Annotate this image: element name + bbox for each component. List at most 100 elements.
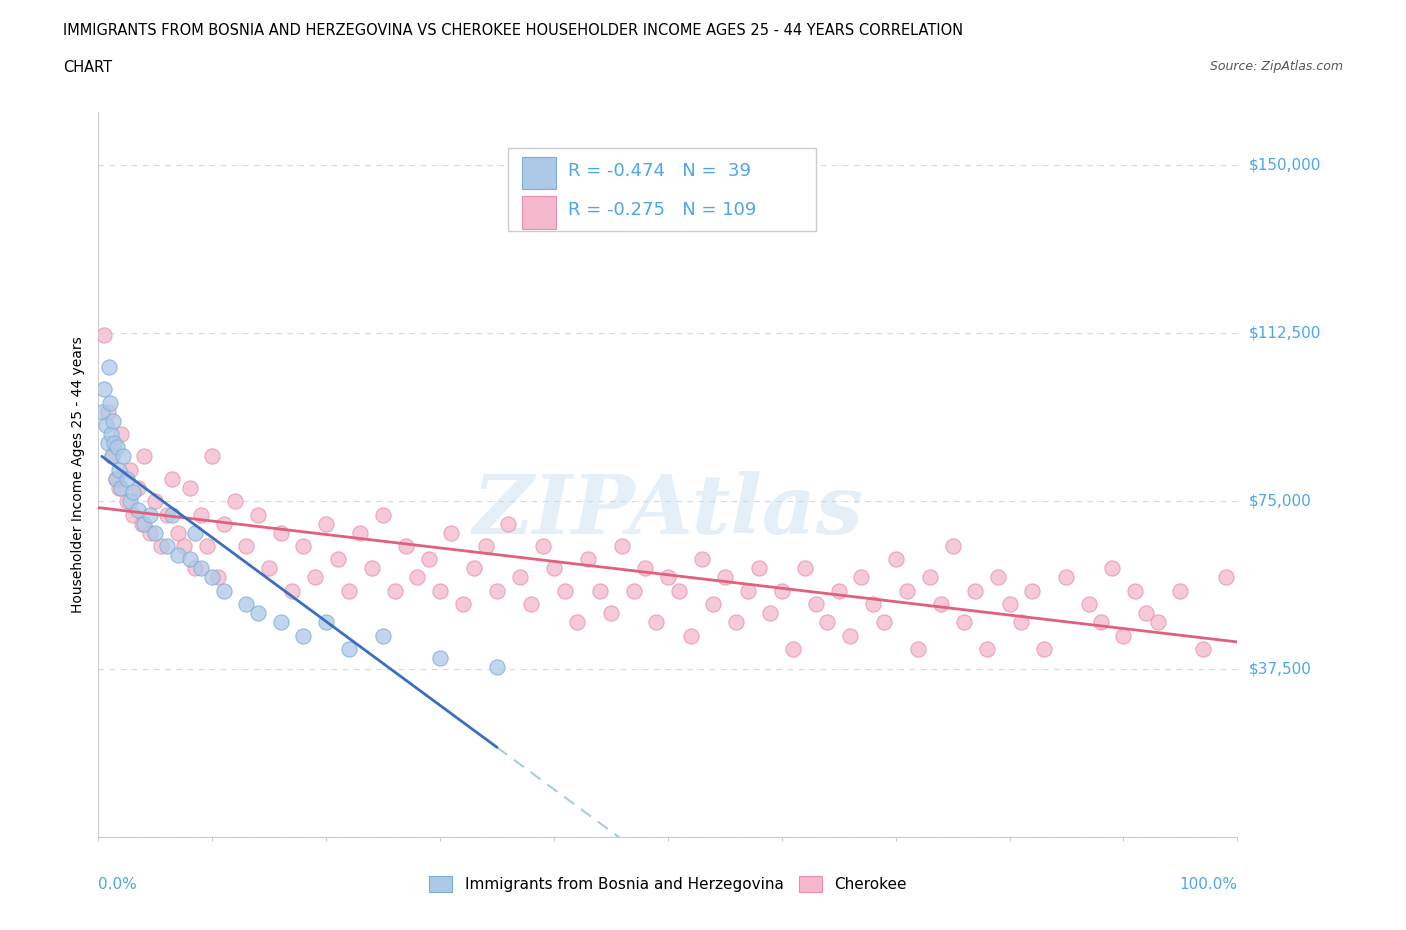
Point <box>531 538 554 553</box>
Point <box>105 440 128 455</box>
Point <box>554 583 576 598</box>
Point <box>418 551 440 566</box>
Point <box>224 494 246 509</box>
Point <box>110 480 132 495</box>
Point <box>714 570 737 585</box>
Text: Source: ZipAtlas.com: Source: ZipAtlas.com <box>1209 60 1343 73</box>
Text: $37,500: $37,500 <box>1249 661 1312 677</box>
Point <box>190 561 212 576</box>
Point <box>1123 583 1146 598</box>
Point <box>565 615 588 630</box>
Point <box>679 628 702 643</box>
Point <box>384 583 406 598</box>
Point <box>918 570 941 585</box>
Point <box>326 551 349 566</box>
Point <box>337 583 360 598</box>
Point <box>179 480 201 495</box>
Point <box>138 525 160 540</box>
Point <box>770 583 793 598</box>
Point <box>862 597 884 612</box>
Point <box>315 516 337 531</box>
Point <box>815 615 838 630</box>
Point <box>103 413 125 428</box>
Point <box>127 480 149 495</box>
Point <box>725 615 748 630</box>
Point <box>281 583 304 598</box>
Point <box>292 538 315 553</box>
Point <box>337 642 360 657</box>
Text: 100.0%: 100.0% <box>1180 877 1237 892</box>
Text: 0.0%: 0.0% <box>98 877 138 892</box>
Point <box>486 659 509 674</box>
Point <box>104 472 127 486</box>
Point <box>315 615 337 630</box>
Point <box>108 480 131 495</box>
Legend: Immigrants from Bosnia and Herzegovina, Cherokee: Immigrants from Bosnia and Herzegovina, … <box>423 870 912 898</box>
Point <box>150 538 173 553</box>
Point <box>486 583 509 598</box>
Text: IMMIGRANTS FROM BOSNIA AND HERZEGOVINA VS CHEROKEE HOUSEHOLDER INCOME AGES 25 - : IMMIGRANTS FROM BOSNIA AND HERZEGOVINA V… <box>63 23 963 38</box>
Point <box>212 516 235 531</box>
Point <box>987 570 1010 585</box>
Point <box>167 548 190 563</box>
Point <box>737 583 759 598</box>
Point <box>463 561 485 576</box>
Point <box>634 561 657 576</box>
Point <box>759 605 782 620</box>
Bar <box>522 196 557 229</box>
Point <box>371 628 394 643</box>
Point <box>429 583 451 598</box>
Point <box>349 525 371 540</box>
Text: $75,000: $75,000 <box>1249 494 1312 509</box>
Point <box>793 561 815 576</box>
Point <box>120 462 142 477</box>
Point <box>235 597 257 612</box>
Point <box>1170 583 1192 598</box>
Point <box>645 615 668 630</box>
Point <box>1010 615 1032 630</box>
Point <box>292 628 315 643</box>
Point <box>184 561 207 576</box>
Point <box>270 615 292 630</box>
Point <box>998 597 1021 612</box>
Bar <box>522 157 557 190</box>
Point <box>115 472 138 486</box>
Point <box>1021 583 1043 598</box>
Point <box>498 516 520 531</box>
Point <box>804 597 827 612</box>
Point <box>690 551 713 566</box>
Point <box>156 507 179 522</box>
Point <box>115 494 138 509</box>
Point <box>406 570 429 585</box>
Point <box>1078 597 1101 612</box>
Point <box>976 642 998 657</box>
Point <box>929 597 952 612</box>
Point <box>702 597 724 612</box>
Point <box>201 449 224 464</box>
Point <box>96 435 118 450</box>
Point <box>121 485 143 499</box>
Point <box>612 538 634 553</box>
Point <box>173 538 195 553</box>
Point <box>167 525 190 540</box>
Point <box>101 449 124 464</box>
Point <box>120 494 142 509</box>
Point <box>270 525 292 540</box>
Point <box>259 561 281 576</box>
Point <box>1135 605 1157 620</box>
Point <box>623 583 645 598</box>
Point <box>190 507 212 522</box>
Text: R = -0.474   N =  39: R = -0.474 N = 39 <box>568 162 751 180</box>
Point <box>304 570 326 585</box>
Point <box>440 525 463 540</box>
Point <box>543 561 565 576</box>
Point <box>474 538 496 553</box>
Point <box>162 507 184 522</box>
Point <box>873 615 896 630</box>
Y-axis label: Householder Income Ages 25 - 44 years: Householder Income Ages 25 - 44 years <box>72 336 86 613</box>
Point <box>600 605 623 620</box>
Point <box>97 359 120 374</box>
Point <box>1101 561 1123 576</box>
Point <box>96 418 118 432</box>
Point <box>184 525 207 540</box>
